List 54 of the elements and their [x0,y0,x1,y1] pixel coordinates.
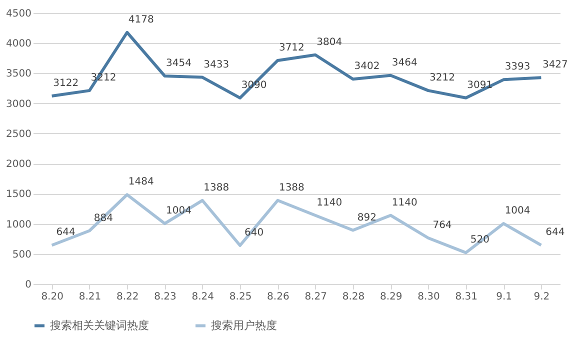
y-tick-label: 4000 [6,38,32,50]
data-label: 4178 [128,14,154,26]
data-label: 3122 [53,78,79,89]
line-series [50,193,543,254]
data-label: 1388 [204,182,230,194]
legend-label: 搜索用户热度 [211,318,277,332]
x-tick-label: 8.20 [41,292,64,302]
y-tick-label: 1500 [6,189,32,200]
data-label: 640 [244,227,264,238]
x-tick-label: 8.26 [267,292,290,302]
x-tick-label: 8.22 [116,292,139,302]
y-tick-label: 500 [12,249,32,260]
data-label: 3393 [504,62,530,73]
y-tick-label: 3500 [6,68,32,80]
data-label: 520 [470,234,490,246]
x-tick-label: 8.21 [78,292,102,302]
data-label: 1140 [392,197,418,208]
data-label: 3804 [316,36,342,48]
line-series [50,30,543,100]
data-label: 1484 [128,176,154,188]
y-tick-label: 1000 [6,219,32,230]
data-label: 3712 [278,42,304,54]
data-label: 892 [357,212,377,224]
y-tick-label: 0 [25,280,32,290]
y-tick-label: 3000 [6,98,32,110]
x-tick-label: 8.28 [342,292,365,302]
y-tick-label: 2500 [6,128,32,140]
data-label: 3464 [392,57,418,68]
data-label: 884 [94,212,114,224]
data-label: 3427 [542,60,568,71]
x-tick-label: 9.1 [496,292,512,302]
x-tick-label: 8.24 [192,292,214,302]
data-label: 3212 [430,72,455,84]
data-label: 644 [56,227,76,238]
y-tick-label: 4500 [6,8,32,20]
data-label: 3454 [166,58,192,69]
data-label: 644 [546,227,565,238]
data-label: 3433 [204,59,230,70]
data-label: 3091 [467,80,493,91]
x-tick-label: 8.23 [154,292,176,302]
x-tick-label: 9.2 [534,292,550,302]
x-tick-label: 8.25 [229,292,252,302]
data-label: 1004 [166,206,192,217]
y-tick-label: 2000 [6,159,32,170]
x-tick-label: 8.27 [304,292,327,302]
x-tick-label: 8.31 [455,292,478,302]
x-tick-label: 8.30 [418,292,440,302]
x-tick-label: 8.29 [380,292,402,302]
legend-label: 搜索相关关键词热度 [50,318,149,332]
data-label: 764 [432,220,452,231]
data-label: 1004 [504,206,530,217]
data-label: 1388 [278,182,304,194]
data-label: 1140 [316,197,342,208]
data-label: 3402 [354,61,380,72]
